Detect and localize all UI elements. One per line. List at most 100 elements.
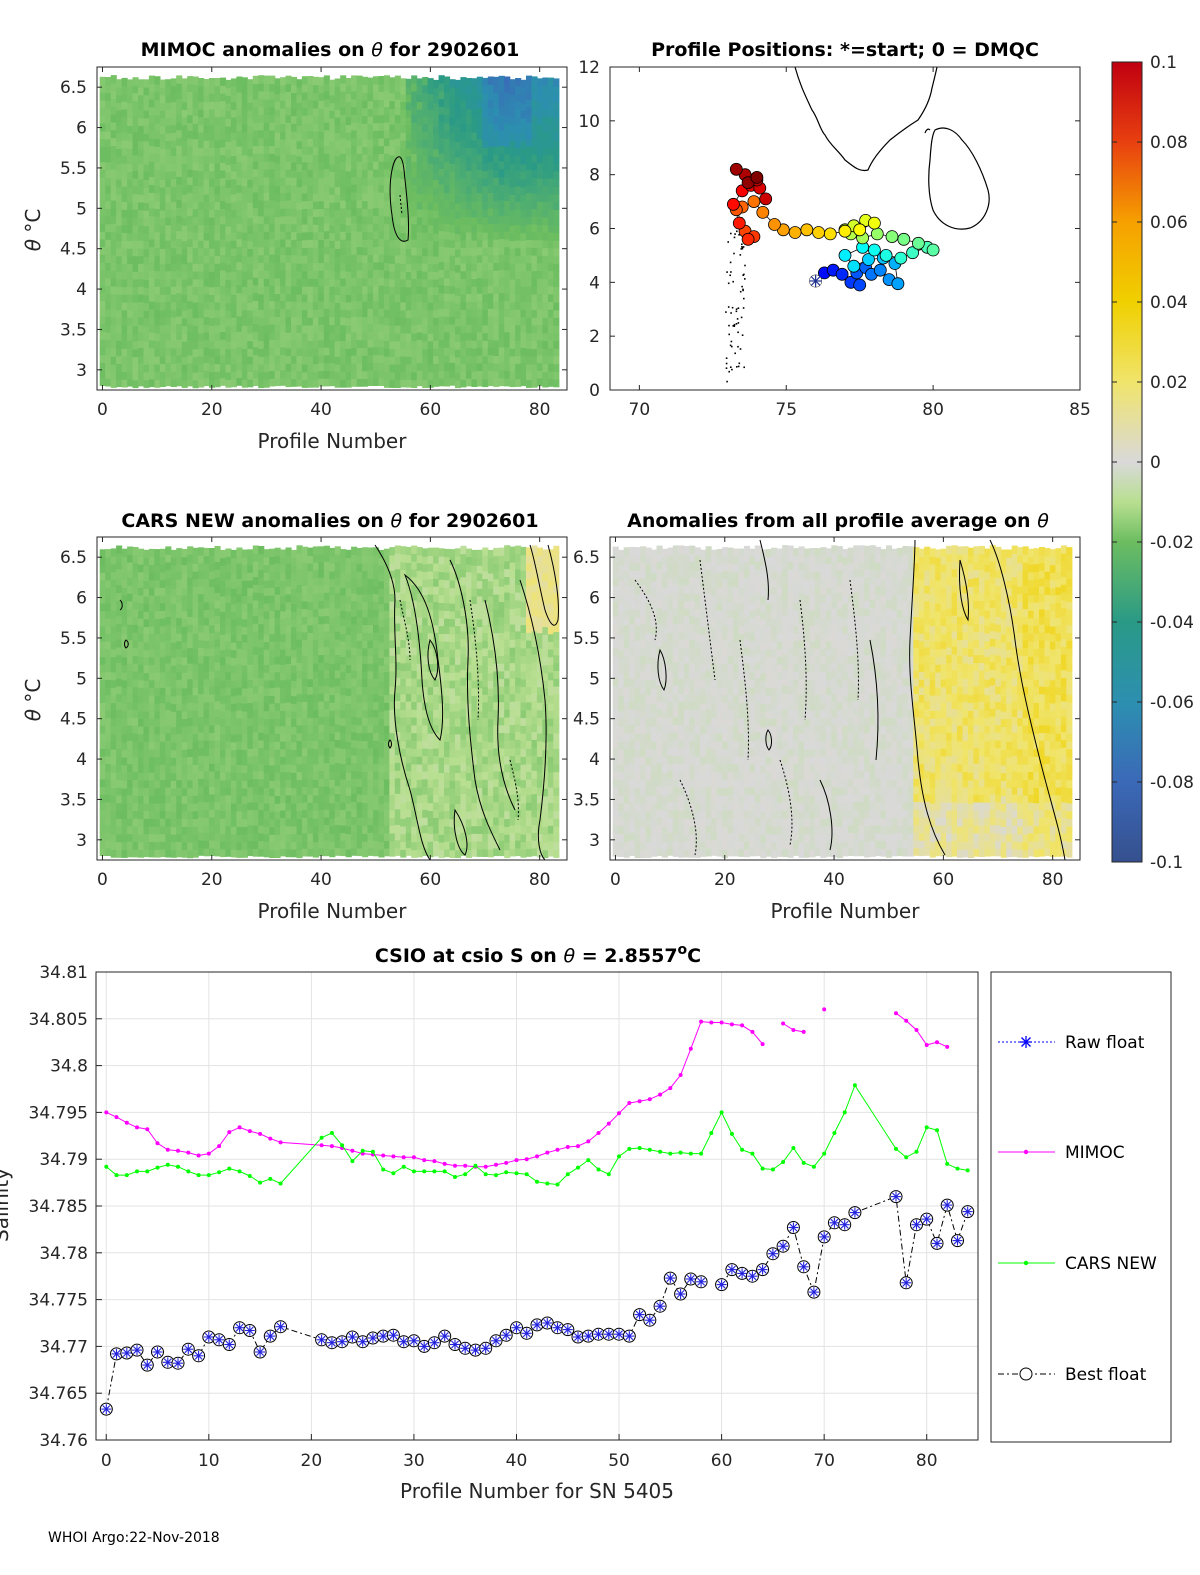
heatmap-cell <box>148 199 155 209</box>
heatmap-cell <box>230 340 237 349</box>
heatmap-cell <box>373 107 380 116</box>
heatmap-cell <box>176 199 183 208</box>
heatmap-cell <box>148 795 155 804</box>
heatmap-cell <box>148 114 155 123</box>
heatmap-cell <box>449 94 456 103</box>
heatmap-cell <box>263 626 270 635</box>
heatmap-cell <box>127 125 134 134</box>
heatmap-cell <box>269 285 276 294</box>
heatmap-cell <box>274 85 281 95</box>
heatmap-cell <box>263 756 270 766</box>
heatmap-cell <box>170 634 177 643</box>
heatmap-cell <box>105 254 112 263</box>
heatmap-cell <box>154 826 161 835</box>
heatmap-cell <box>378 215 385 224</box>
heatmap-cell <box>203 701 210 711</box>
heatmap-cell <box>367 277 374 286</box>
heatmap-cell <box>438 308 445 317</box>
heatmap-cell <box>476 169 483 178</box>
heatmap-cell <box>334 117 341 126</box>
heatmap-cell <box>214 569 221 578</box>
heatmap-cell <box>263 324 270 334</box>
heatmap-cell <box>192 841 199 850</box>
heatmap-cell <box>383 207 390 217</box>
heatmap-cell <box>110 841 117 850</box>
heatmap-cell <box>318 370 325 379</box>
heatmap-cell <box>99 595 106 604</box>
heatmap-cell <box>247 286 254 296</box>
heatmap-cell <box>531 161 538 171</box>
heatmap-cell <box>263 710 270 719</box>
heatmap-cell <box>433 187 440 196</box>
heatmap-cell <box>378 137 385 147</box>
heatmap-cell <box>252 292 259 301</box>
heatmap-cell <box>509 248 516 257</box>
heatmap-cell <box>531 185 538 194</box>
heatmap-cell <box>356 277 363 286</box>
heatmap-cell <box>225 810 232 819</box>
heatmap-cell <box>416 124 423 133</box>
heatmap-cell <box>422 84 429 94</box>
heatmap-cell <box>487 207 494 217</box>
heatmap-cell <box>181 256 188 265</box>
heatmap-cell <box>438 246 445 255</box>
heatmap-cell <box>159 625 166 634</box>
heatmap-cell <box>209 317 216 326</box>
heatmap-cell <box>165 592 172 602</box>
heatmap-cell <box>482 270 489 280</box>
heatmap-cell <box>427 333 434 342</box>
heatmap-cell <box>181 772 188 781</box>
profile-position-marker <box>847 259 861 273</box>
island-dot <box>736 366 738 368</box>
heatmap-cell <box>269 718 276 727</box>
heatmap-cell <box>170 803 177 812</box>
heatmap-cell <box>378 323 385 332</box>
heatmap-cell <box>312 224 319 233</box>
heatmap-cell <box>498 99 505 108</box>
heatmap-cell <box>105 648 112 657</box>
heatmap-cell <box>165 148 172 157</box>
heatmap-cell <box>236 586 243 595</box>
heatmap-cell <box>121 247 128 257</box>
heatmap-cell <box>203 232 210 241</box>
heatmap-cell <box>247 679 254 688</box>
heatmap-cell <box>465 362 472 372</box>
heatmap-cell <box>99 633 106 642</box>
heatmap-cell <box>220 246 227 256</box>
heatmap-cell <box>105 138 112 148</box>
heatmap-cell <box>427 340 434 350</box>
heatmap-cell <box>252 770 259 780</box>
heatmap-cell <box>296 232 303 241</box>
heatmap-cell <box>165 670 172 679</box>
heatmap-cell <box>116 301 123 311</box>
heatmap-cell <box>148 176 155 185</box>
heatmap-cell <box>367 177 374 186</box>
island-dot <box>734 233 736 235</box>
heatmap-cell <box>236 76 243 85</box>
heatmap-cell <box>236 563 243 572</box>
heatmap-cell <box>154 726 161 735</box>
heatmap-cell <box>187 593 194 602</box>
heatmap-cell <box>263 580 270 589</box>
heatmap-cell <box>340 285 347 295</box>
heatmap-cell <box>252 576 259 585</box>
heatmap-cell <box>509 117 516 126</box>
heatmap-cell <box>531 224 538 233</box>
heatmap-cell <box>132 593 139 602</box>
heatmap-cell <box>422 139 429 148</box>
heatmap-cell <box>99 269 106 278</box>
heatmap-cell <box>209 832 216 841</box>
heatmap-cell <box>438 253 445 263</box>
heatmap-cell <box>531 84 538 93</box>
heatmap-cell <box>405 109 412 118</box>
heatmap-cell <box>187 663 194 672</box>
heatmap-cell <box>225 302 232 311</box>
heatmap-cell <box>411 184 418 193</box>
heatmap-cell <box>307 324 314 334</box>
heatmap-cell <box>127 309 134 318</box>
heatmap-cell <box>132 740 139 749</box>
heatmap-cell <box>241 92 248 102</box>
heatmap-cell <box>476 208 483 217</box>
heatmap-cell <box>520 370 527 379</box>
heatmap-cell <box>209 655 216 664</box>
